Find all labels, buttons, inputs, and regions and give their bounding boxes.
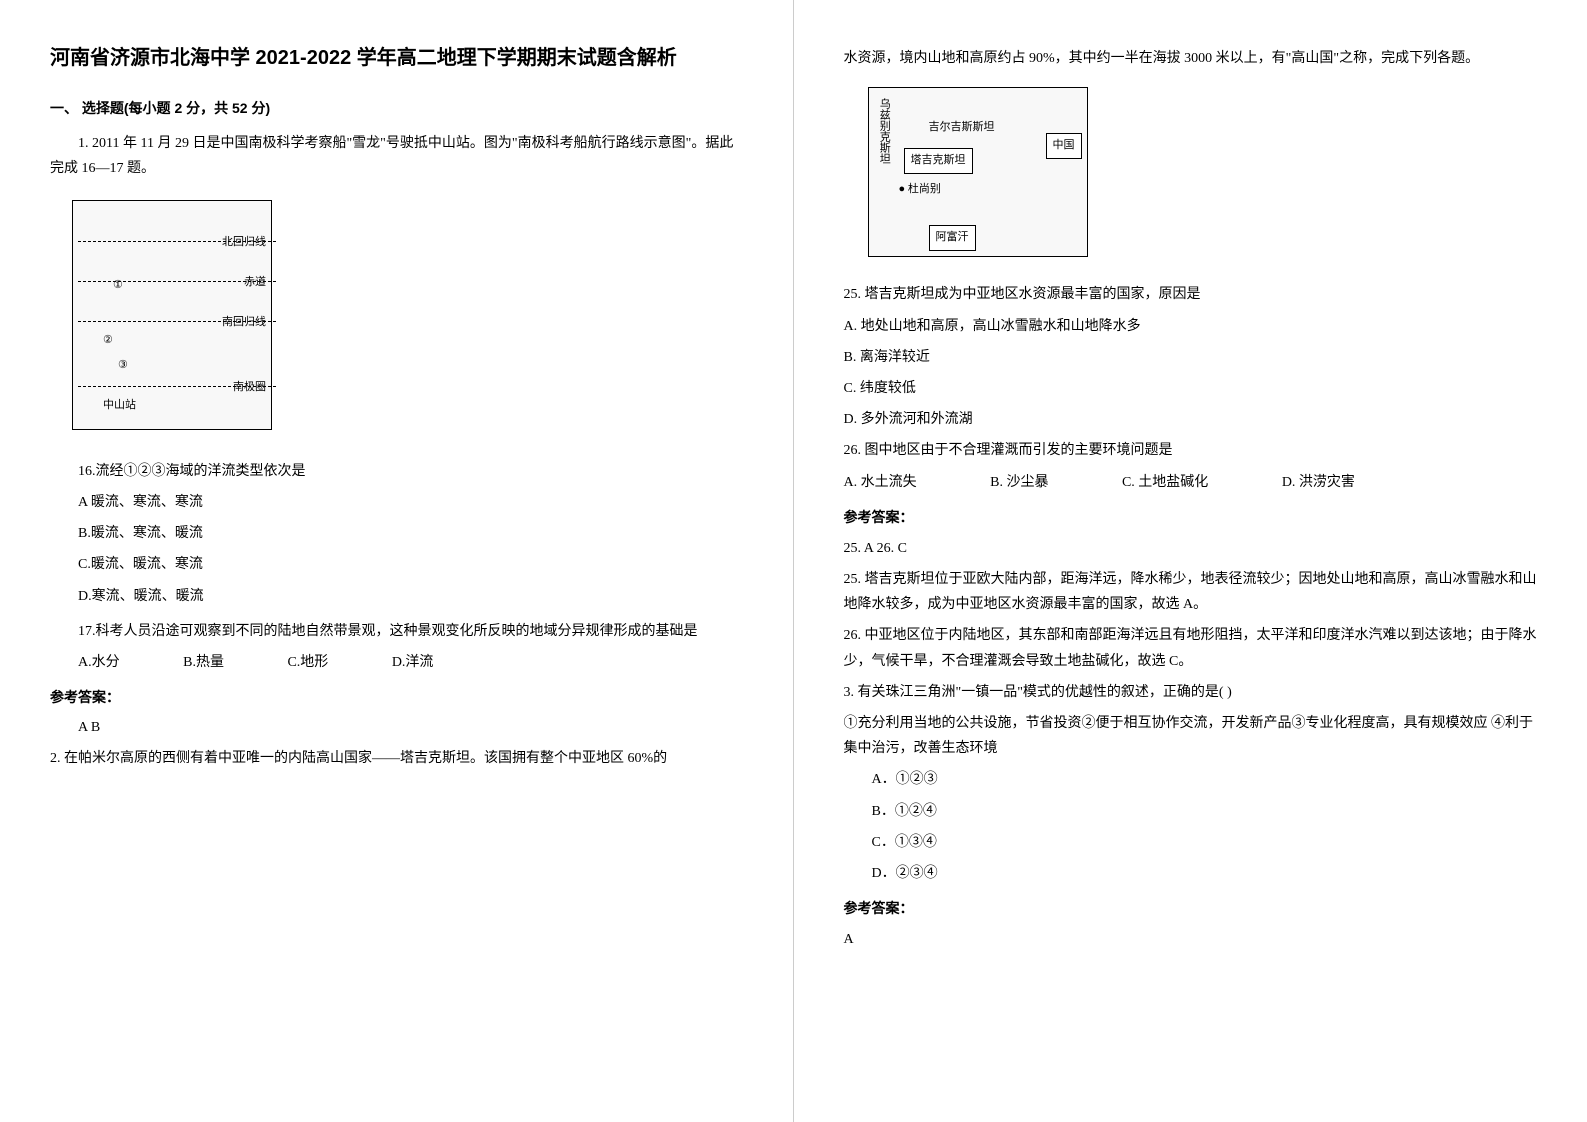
q26-explanation: 26. 中亚地区位于内陆地区，其东部和南部距海洋远且有地形阻挡，太平洋和印度洋水… xyxy=(844,623,1538,673)
q25-explanation: 25. 塔吉克斯坦位于亚欧大陆内部，距海洋远，降水稀少，地表径流较少；因地处山地… xyxy=(844,567,1538,617)
q3-option-d: D．②③④ xyxy=(844,861,1538,886)
q2-intro-part1: 2. 在帕米尔高原的西侧有着中亚唯一的内陆高山国家——塔吉克斯坦。该国拥有整个中… xyxy=(50,746,743,771)
q2-answer-line: 25. A 26. C xyxy=(844,536,1538,561)
q26-text: 26. 图中地区由于不合理灌溉而引发的主要环境问题是 xyxy=(844,438,1538,463)
q16-option-d: D.寒流、暖流、暖流 xyxy=(50,584,743,609)
tajikistan-map: 吉尔吉斯斯坦 乌兹别克斯坦 塔吉克斯坦 中国 ● 杜尚别 阿富汗 xyxy=(868,87,1088,257)
q3-answer: A xyxy=(844,927,1538,952)
station-label: 中山站 xyxy=(103,396,136,416)
q1-answer: A B xyxy=(50,715,743,740)
q17-option-d: D.洋流 xyxy=(392,655,434,670)
q3-answer-label: 参考答案： xyxy=(844,896,1538,921)
q26-options: A. 水土流失 B. 沙尘暴 C. 土地盐碱化 D. 洪涝灾害 xyxy=(844,470,1538,495)
equator-label: 赤道 xyxy=(244,273,266,293)
q17-option-a: A.水分 xyxy=(78,655,120,670)
right-column: 水资源，境内山地和高原约占 90%，其中约一半在海拔 3000 米以上，有"高山… xyxy=(794,0,1587,1122)
q26-option-c: C. 土地盐碱化 xyxy=(1122,470,1208,495)
tajik-label: 塔吉克斯坦 xyxy=(904,148,973,174)
q1-answer-label: 参考答案： xyxy=(50,685,743,710)
left-column: 河南省济源市北海中学 2021-2022 学年高二地理下学期期末试题含解析 一、… xyxy=(0,0,794,1122)
q26-option-b: B. 沙尘暴 xyxy=(990,470,1048,495)
section-header: 一、 选择题(每小题 2 分，共 52 分) xyxy=(50,96,743,121)
tropic-south-label: 南回归线 xyxy=(222,313,266,333)
q16-option-b: B.暖流、寒流、暖流 xyxy=(50,521,743,546)
china-label: 中国 xyxy=(1046,133,1082,159)
q25-text: 25. 塔吉克斯坦成为中亚地区水资源最丰富的国家，原因是 xyxy=(844,282,1538,307)
marker-3: ③ xyxy=(118,356,128,376)
marker-2: ② xyxy=(103,331,113,351)
q2-answer-label: 参考答案： xyxy=(844,505,1538,530)
kyrgyz-label: 吉尔吉斯斯坦 xyxy=(929,118,995,138)
q25-option-c: C. 纬度较低 xyxy=(844,376,1538,401)
marker-1: ① xyxy=(113,276,123,296)
exam-title: 河南省济源市北海中学 2021-2022 学年高二地理下学期期末试题含解析 xyxy=(50,40,743,76)
q17-text: 17.科考人员沿途可观察到不同的陆地自然带景观，这种景观变化所反映的地域分异规律… xyxy=(50,619,743,644)
q3-option-b: B．①②④ xyxy=(844,799,1538,824)
q3-option-c: C．①③④ xyxy=(844,830,1538,855)
q17-options: A.水分 B.热量 C.地形 D.洋流 xyxy=(50,650,743,675)
tropic-north-label: 北回归线 xyxy=(222,233,266,253)
antarctica-route-map: 北回归线 赤道 ① 南回归线 ② ③ 南极圈 中山站 xyxy=(72,200,272,430)
q16-option-c: C.暖流、暖流、寒流 xyxy=(50,552,743,577)
q3-items: ①充分利用当地的公共设施，节省投资②便于相互协作交流，开发新产品③专业化程度高，… xyxy=(844,711,1538,761)
q3-intro: 3. 有关珠江三角洲"一镇一品"模式的优越性的叙述，正确的是( ) xyxy=(844,680,1538,705)
dushanbe-label: ● 杜尚别 xyxy=(899,180,941,200)
uzbek-label: 乌兹别克斯坦 xyxy=(874,98,894,164)
q25-option-b: B. 离海洋较近 xyxy=(844,345,1538,370)
q26-option-d: D. 洪涝灾害 xyxy=(1282,470,1355,495)
afghan-label: 阿富汗 xyxy=(929,225,976,251)
q17-option-c: C.地形 xyxy=(287,655,328,670)
q16-option-a: A 暖流、寒流、寒流 xyxy=(50,490,743,515)
q25-option-d: D. 多外流河和外流湖 xyxy=(844,407,1538,432)
q25-option-a: A. 地处山地和高原，高山冰雪融水和山地降水多 xyxy=(844,314,1538,339)
q1-intro: 1. 2011 年 11 月 29 日是中国南极科学考察船"雪龙"号驶抵中山站。… xyxy=(50,131,743,181)
antarctic-circle-label: 南极圈 xyxy=(233,378,266,398)
q16-text: 16.流经①②③海域的洋流类型依次是 xyxy=(50,459,743,484)
q17-option-b: B.热量 xyxy=(183,655,224,670)
q2-intro-part2: 水资源，境内山地和高原约占 90%，其中约一半在海拔 3000 米以上，有"高山… xyxy=(844,46,1538,71)
q26-option-a: A. 水土流失 xyxy=(844,470,917,495)
q3-option-a: A．①②③ xyxy=(844,767,1538,792)
